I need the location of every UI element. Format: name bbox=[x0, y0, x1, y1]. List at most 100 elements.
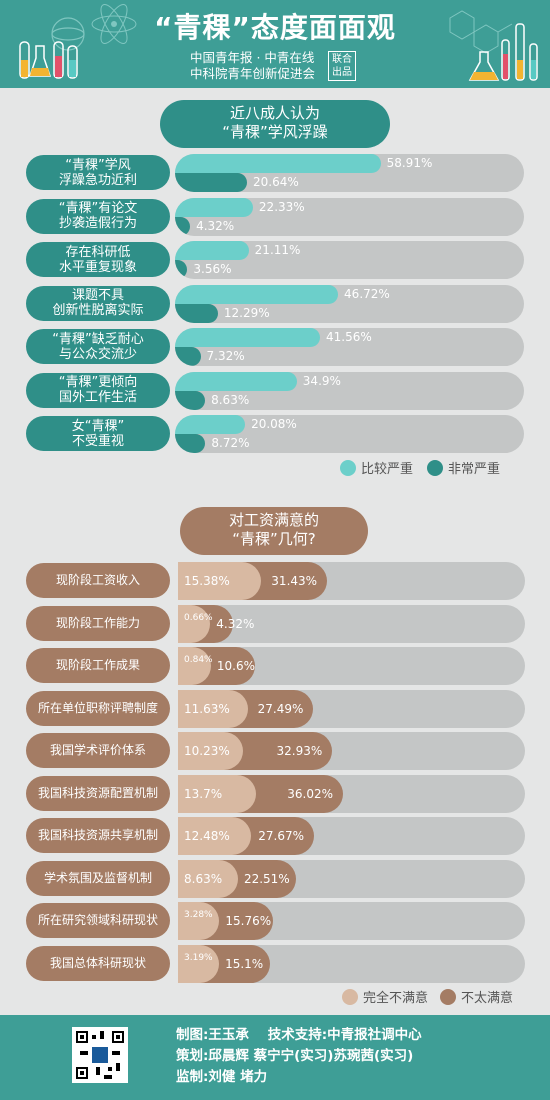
chart1-bar-very-serious bbox=[175, 173, 248, 192]
chart2-bar-track: 10.23% 32.93% bbox=[178, 732, 525, 770]
chart2-bar-track: 15.38% 31.43% bbox=[178, 562, 525, 600]
lab-flasks-left-icon bbox=[19, 17, 85, 79]
chart2-row: 现阶段工资收入 15.38% 31.43% bbox=[0, 562, 550, 600]
chart2-bar-track: 13.7% 36.02% bbox=[178, 774, 525, 813]
chart1-value-serious: 58.91% bbox=[386, 156, 433, 170]
chart1-bar-serious bbox=[175, 197, 253, 217]
chart2-value-very-dissatisfied: 3.19% bbox=[184, 952, 213, 963]
chart2-bar-very-dissatisfied bbox=[178, 902, 220, 940]
chart1-value-very-serious: 7.32% bbox=[206, 349, 245, 363]
chart1-value-serious: 41.56% bbox=[326, 330, 372, 344]
chart1-bar-very-serious bbox=[175, 260, 188, 279]
chart2-category-label: 现阶段工作能力 bbox=[26, 605, 170, 641]
chart2-row: 现阶段工作成果 0.84% 10.6% bbox=[0, 647, 550, 685]
chart2-bar-track: 12.48% 27.67% bbox=[178, 817, 525, 855]
chart2-category-label: 学术氛围及监督机制 bbox=[26, 860, 170, 896]
chart2-bar-very-dissatisfied bbox=[178, 604, 211, 643]
chart2-bar-very-dissatisfied bbox=[178, 647, 211, 685]
chart1-value-serious: 22.33% bbox=[258, 199, 305, 214]
section2-title-line-2: “青稞”几何? bbox=[232, 530, 316, 548]
publisher-credit: 中国青年报 · 中青在线 中科院青年创新促进会 bbox=[190, 50, 315, 82]
chart1-bar-serious bbox=[175, 241, 249, 260]
chart1-category-label: “青稞”学风 浮躁急功近利 bbox=[26, 155, 170, 190]
chart1-row: 存在科研低 水平重复现象 21.11% 3.56% bbox=[0, 241, 550, 279]
chart1-bar-very-serious bbox=[175, 347, 201, 366]
chart2-category-label: 所在单位职称评聘制度 bbox=[26, 690, 170, 726]
chart1-category-label: “青稞”更倾向 国外工作生活 bbox=[26, 372, 170, 408]
chart2-value-dissatisfied: 15.1% bbox=[225, 956, 264, 971]
chart1-category-label: “青稞”缺乏耐心 与公众交流少 bbox=[26, 329, 170, 364]
chart1-bar-serious bbox=[175, 154, 381, 173]
chart1-value-serious: 34.9% bbox=[302, 373, 341, 388]
joint-production-stamp: 联合出品 bbox=[328, 51, 356, 81]
section2-title-line-1: 对工资满意的 bbox=[228, 511, 319, 529]
legend-label-serious: 比较严重 bbox=[361, 462, 414, 477]
chart2-category-label: 现阶段工资收入 bbox=[26, 563, 170, 598]
chart2-bar-track: 0.84% 10.6% bbox=[178, 647, 525, 685]
lab-flasks-right-icon bbox=[449, 10, 538, 81]
section1-title-line-1: 近八成人认为 bbox=[229, 104, 320, 122]
chart1-bar-very-serious bbox=[175, 390, 206, 410]
chart1-value-very-serious: 20.64% bbox=[253, 175, 299, 189]
chart2-value-very-dissatisfied: 8.63% bbox=[184, 871, 223, 886]
section1-title-line-2: “青稞”学风浮躁 bbox=[222, 123, 328, 141]
qr-code-pattern bbox=[76, 1031, 124, 1079]
chart2-value-dissatisfied: 15.76% bbox=[225, 914, 272, 928]
chart2-value-very-dissatisfied: 11.63% bbox=[184, 701, 230, 716]
chart2-value-dissatisfied: 22.51% bbox=[243, 871, 290, 886]
publisher-line-1: 中国青年报 · 中青在线 bbox=[190, 50, 315, 65]
chart2-value-dissatisfied: 4.32% bbox=[216, 616, 255, 631]
chart1-category-label: 存在科研低 水平重复现象 bbox=[26, 242, 170, 277]
legend-swatch-dissatisfied bbox=[440, 988, 457, 1005]
chart1-row: 女“青稞” 不受重视 20.08% 8.72% bbox=[0, 415, 550, 453]
chart2-value-dissatisfied: 10.6% bbox=[216, 659, 256, 673]
credits: 制图:王玉承 技术支持:中青报社调中心 策划:邱晨辉 蔡宁宁(实习)苏琬茜(实习… bbox=[176, 1025, 422, 1088]
chart2-value-very-dissatisfied: 15.38% bbox=[184, 574, 230, 588]
qr-code-icon[interactable] bbox=[72, 1027, 128, 1083]
chart1-category-label: 课题不具 创新性脱离实际 bbox=[26, 285, 170, 321]
chart2-category-label: 我国学术评价体系 bbox=[26, 733, 170, 768]
chart2-category-label: 所在研究领域科研现状 bbox=[26, 903, 170, 938]
chart1-category-label: 女“青稞” 不受重视 bbox=[26, 416, 170, 451]
chart2-value-dissatisfied: 36.02% bbox=[287, 786, 333, 801]
chart1-bar-track: 46.72% 12.29% bbox=[175, 284, 524, 323]
chart1-bar-very-serious bbox=[175, 303, 218, 323]
chart1-bar-very-serious bbox=[175, 434, 206, 453]
chart1-row: “青稞”缺乏耐心 与公众交流少 41.56% 7.32% bbox=[0, 328, 550, 366]
chart2-bar-very-dissatisfied bbox=[178, 944, 220, 983]
chart2-category-label: 我国科技资源共享机制 bbox=[26, 818, 170, 853]
chart1-bar-serious bbox=[175, 284, 339, 304]
chart2-row: 我国学术评价体系 10.23% 32.93% bbox=[0, 732, 550, 770]
chart1-value-very-serious: 8.72% bbox=[211, 436, 250, 450]
chart2-value-very-dissatisfied: 0.84% bbox=[184, 655, 213, 665]
legend-label-very-dissatisfied: 完全不满意 bbox=[363, 991, 429, 1006]
chart1-row: “青稞”有论文 抄袭造假行为 22.33% 4.32% bbox=[0, 197, 550, 236]
footer: 制图:王玉承 技术支持:中青报社调中心 策划:邱晨辉 蔡宁宁(实习)苏琬茜(实习… bbox=[0, 1015, 550, 1100]
header-banner: “青稞”态度面面观 中国青年报 · 中青在线 中科院青年创新促进会 联合出品 bbox=[0, 0, 550, 88]
legend-swatch-very-serious bbox=[427, 459, 444, 476]
chart1-bar-very-serious bbox=[175, 216, 191, 236]
chart1-row: “青稞”学风 浮躁急功近利 58.91% 20.64% bbox=[0, 154, 550, 192]
chart1-value-very-serious: 12.29% bbox=[223, 305, 270, 320]
legend-swatch-serious bbox=[340, 459, 356, 476]
chart2-bar-very-dissatisfied bbox=[178, 817, 252, 855]
credits-line-3: 监制:刘健 堵力 bbox=[176, 1069, 268, 1085]
chart1-row: “青稞”更倾向 国外工作生活 34.9% 8.63% bbox=[0, 371, 550, 410]
chart2-value-very-dissatisfied: 12.48% bbox=[184, 829, 230, 843]
chart1-bar-serious bbox=[175, 415, 246, 434]
legend-swatch-very-dissatisfied bbox=[342, 988, 358, 1005]
chart1-value-serious: 21.11% bbox=[254, 243, 301, 257]
chart2-value-dissatisfied: 27.49% bbox=[257, 701, 304, 716]
chart2-bar-very-dissatisfied bbox=[178, 732, 244, 770]
chart2-row: 我国科技资源配置机制 13.7% 36.02% bbox=[0, 774, 550, 813]
section2-title: 对工资满意的 “青稞”几何? bbox=[180, 507, 368, 555]
section1-title: 近八成人认为 “青稞”学风浮躁 bbox=[160, 100, 390, 148]
publisher-line-2: 中科院青年创新促进会 bbox=[190, 66, 316, 81]
chart1-bar-track: 21.11% 3.56% bbox=[175, 241, 524, 279]
legend-label-dissatisfied: 不太满意 bbox=[461, 991, 514, 1006]
chart1-bar-track: 58.91% 20.64% bbox=[175, 154, 524, 192]
molecule-decoration-icon bbox=[91, 4, 137, 44]
chart1-category-label: “青稞”有论文 抄袭造假行为 bbox=[26, 198, 170, 234]
chart2-row: 我国科技资源共享机制 12.48% 27.67% bbox=[0, 817, 550, 855]
chart1-value-very-serious: 8.63% bbox=[211, 392, 250, 407]
